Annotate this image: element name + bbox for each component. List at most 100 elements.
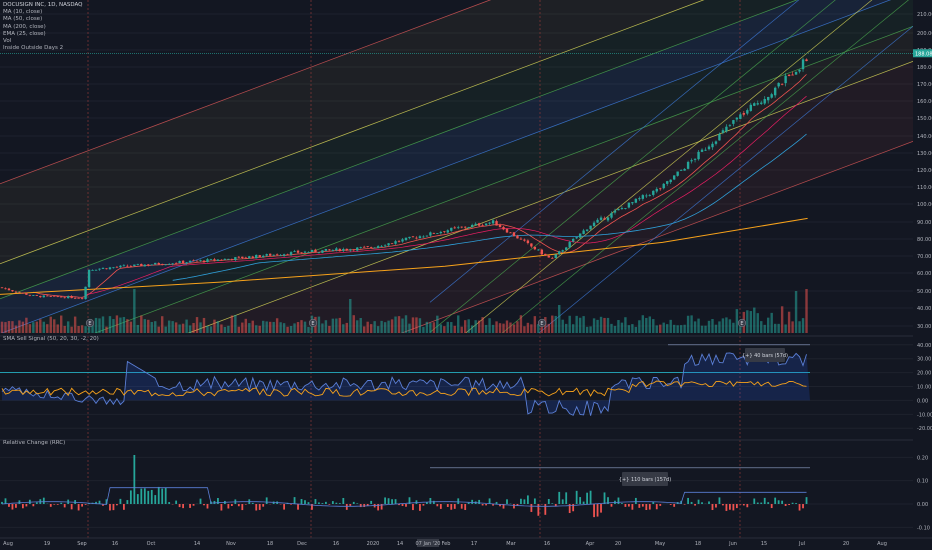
sma-signal-label[interactable]: SMA Sell Signal (50, 20, 30, -2, 20) (3, 336, 99, 342)
volume-bar (540, 324, 544, 333)
volume-bar (589, 326, 592, 333)
rc-bar (774, 497, 777, 504)
signal-line-b (1, 380, 807, 397)
volume-bar (331, 318, 335, 333)
rc-label[interactable]: Relative Change (RRC) (3, 440, 66, 446)
rc-bar (481, 504, 484, 506)
rc-bar (415, 500, 418, 504)
rc-bar (694, 504, 696, 506)
rc-bar (624, 504, 627, 507)
study-ma50[interactable]: MA (50, close) (3, 16, 43, 23)
candle-body (662, 183, 665, 189)
rc-bar (122, 504, 125, 510)
rc-bar (687, 497, 690, 504)
volume-bar (115, 315, 119, 333)
earnings-marker (537, 318, 547, 328)
rc-bar (157, 486, 160, 504)
rc-bar (412, 504, 414, 511)
time-tick: Apr (586, 541, 596, 547)
rc-bar (237, 504, 240, 507)
rc-bar (102, 504, 104, 506)
study-ma10[interactable]: MA (10, close) (3, 9, 43, 16)
rc-bar (526, 495, 529, 504)
volume-bar (777, 323, 780, 333)
sma-signal-panel: {+} 40 bars (57d) (0, 335, 913, 429)
candle-body (401, 239, 404, 242)
rc-bar (366, 504, 369, 506)
volume-bar (46, 324, 49, 333)
volume-bar (798, 321, 801, 333)
rc-bar (805, 497, 808, 504)
volume-bar (220, 324, 223, 333)
volume-bar (126, 319, 129, 333)
volume-bar (439, 324, 443, 333)
candle-body (470, 224, 474, 227)
volume-bar (157, 326, 160, 333)
signal-annotation: {+} 40 bars (57d) (742, 348, 788, 362)
rc-bar (63, 504, 66, 508)
rc-bar (593, 504, 595, 518)
volume-bar (213, 319, 216, 333)
volume-bar (293, 323, 296, 333)
candlesticks[interactable] (0, 57, 808, 300)
rc-bar (533, 498, 536, 504)
candle-body (425, 235, 429, 237)
candle-body (599, 217, 603, 220)
rc-bar (77, 504, 80, 511)
volume-bar (693, 321, 697, 333)
candle-body (638, 198, 641, 200)
rc-bar (784, 504, 787, 506)
volume-bar (408, 323, 411, 333)
rc-bar (732, 504, 735, 511)
volume-bar (627, 325, 631, 333)
rc-smooth-line (1, 487, 807, 507)
volume-bar (272, 321, 275, 333)
candle-body (352, 249, 355, 251)
rc-bar (432, 500, 435, 504)
rc-bar (471, 499, 474, 504)
candle-body (704, 149, 707, 151)
candle-body (686, 161, 690, 169)
candle-body (251, 256, 254, 258)
rc-bar (802, 504, 804, 509)
rc-bar (645, 504, 648, 511)
candle-body (749, 104, 752, 111)
volume-bar (39, 319, 42, 333)
symbol-title[interactable]: DOCUSIGN INC, 1D, NASDAQ (3, 2, 83, 8)
candle-body (666, 181, 669, 184)
candle-body (509, 232, 512, 234)
rc-bar (558, 491, 561, 504)
study-ma200[interactable]: MA (200, close) (3, 23, 46, 30)
volume-bar (7, 321, 11, 333)
candle-body (450, 227, 453, 231)
rc-bar (359, 504, 362, 508)
candle-body (209, 259, 213, 260)
rc-bar (530, 504, 533, 512)
study-ema25[interactable]: EMA (25, close) (3, 30, 46, 37)
candle-body (415, 237, 418, 239)
candle-body (436, 233, 439, 234)
candle-body (373, 247, 376, 249)
study-vol[interactable]: Vol (3, 37, 12, 44)
candle-body (345, 248, 348, 251)
rc-bar (213, 500, 216, 504)
time-axis[interactable]: Aug 19 Sep 16 Oct 14 Nov 18 Dec 16 2020 14 07 Jan '2… (0, 537, 932, 547)
rc-bar (485, 504, 488, 506)
candle-body (310, 249, 314, 252)
volume-bar (383, 322, 387, 333)
candle-body (7, 288, 11, 291)
volume-bar (77, 326, 80, 333)
volume-bar (603, 317, 606, 333)
candle-body (784, 75, 787, 84)
candle-body (317, 252, 321, 254)
candle-body (446, 230, 449, 233)
volume-bar (63, 325, 66, 333)
time-tick: 14 (397, 541, 403, 547)
candle-body (519, 238, 523, 240)
rc-bar (293, 497, 296, 504)
rc-bar (398, 504, 400, 506)
study-inside-outside[interactable]: Inside Outside Days 2 (3, 45, 64, 52)
candle-body (460, 226, 463, 228)
